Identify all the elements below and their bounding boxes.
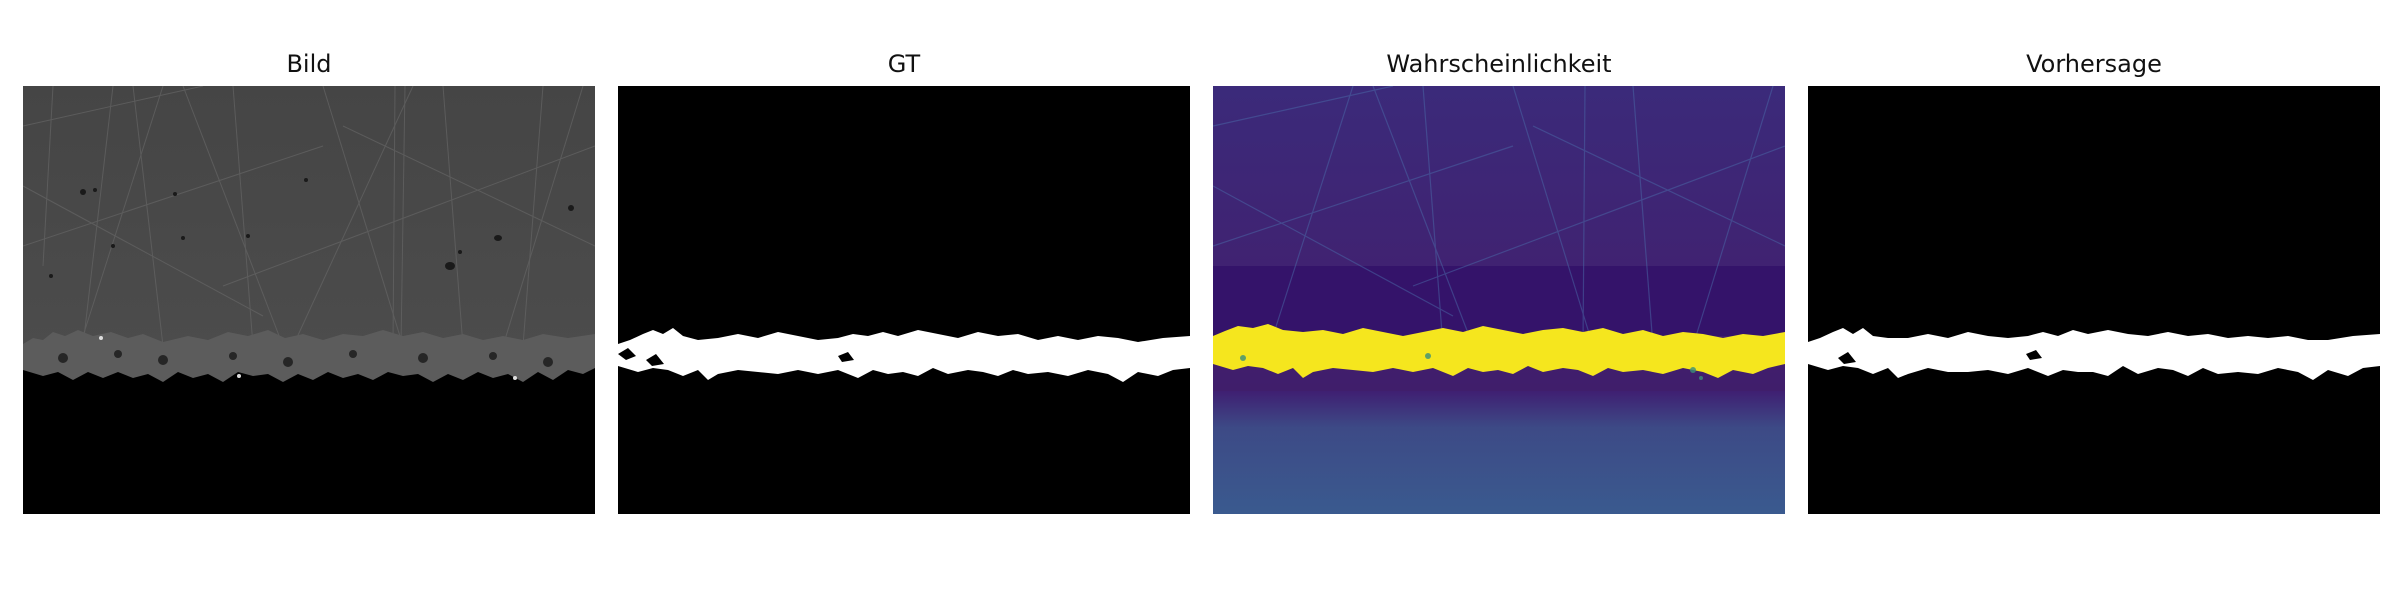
prediction-mask — [1808, 86, 2380, 514]
ground-truth-mask — [618, 86, 1190, 514]
micrograph-image — [23, 86, 595, 514]
panel-title-wahrscheinlichkeit: Wahrscheinlichkeit — [1386, 50, 1612, 78]
probability-map — [1213, 86, 1785, 514]
panel-title-gt: GT — [887, 50, 921, 78]
panel-title-vorhersage: Vorhersage — [2026, 50, 2162, 78]
panel-title-bild: Bild — [286, 50, 332, 78]
